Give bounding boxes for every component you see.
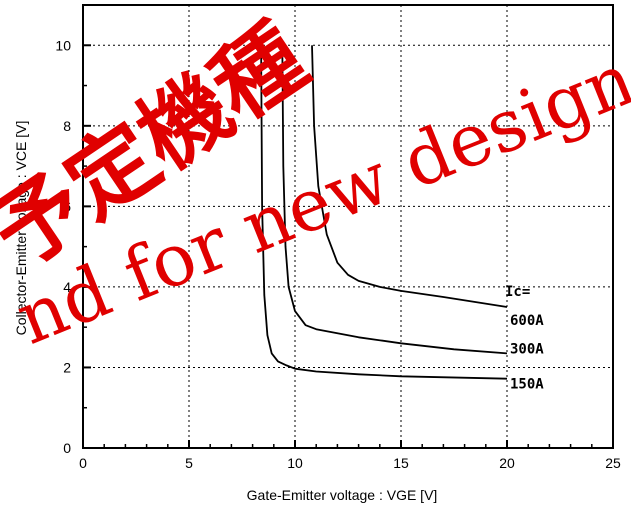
x-tick-labels: 0 5 10 15 20 25 bbox=[79, 455, 621, 471]
x-tick-label: 20 bbox=[499, 455, 515, 471]
x-tick-label: 10 bbox=[287, 455, 303, 471]
y-tick-label: 2 bbox=[63, 359, 71, 375]
curve-labels: 600A 300A 150A bbox=[510, 313, 544, 393]
curve-label-title: Ic= bbox=[505, 284, 530, 300]
y-tick-label: 6 bbox=[63, 198, 71, 214]
x-axis-title: Gate-Emitter voltage : VGE [V] bbox=[247, 487, 438, 503]
x-tick-label: 0 bbox=[79, 455, 87, 471]
grid-lines bbox=[83, 5, 613, 448]
watermark: 予定機種 nd for new design. bbox=[0, 5, 631, 361]
series-lines bbox=[260, 45, 508, 380]
curve-label-150A: 150A bbox=[510, 377, 544, 393]
y-tick-label: 0 bbox=[63, 440, 71, 456]
y-axis-title: Collector-Emitter voltage : VCE [V] bbox=[13, 121, 29, 336]
series-line-300A bbox=[281, 45, 508, 355]
plot-frame bbox=[82, 4, 614, 449]
curve-label-600A: 600A bbox=[510, 313, 544, 329]
y-tick-label: 10 bbox=[55, 37, 71, 53]
x-tick-label: 5 bbox=[185, 455, 193, 471]
curve-label-300A: 300A bbox=[510, 341, 544, 357]
x-tick-label: 25 bbox=[605, 455, 621, 471]
y-tick-label: 8 bbox=[63, 118, 71, 134]
x-tick-label: 15 bbox=[393, 455, 409, 471]
series-line-150A bbox=[260, 45, 508, 380]
axis-ticks bbox=[82, 44, 614, 449]
y-tick-label: 4 bbox=[63, 279, 71, 295]
series-line-600A bbox=[311, 45, 508, 308]
y-tick-labels: 0 2 4 6 8 10 bbox=[55, 37, 71, 456]
